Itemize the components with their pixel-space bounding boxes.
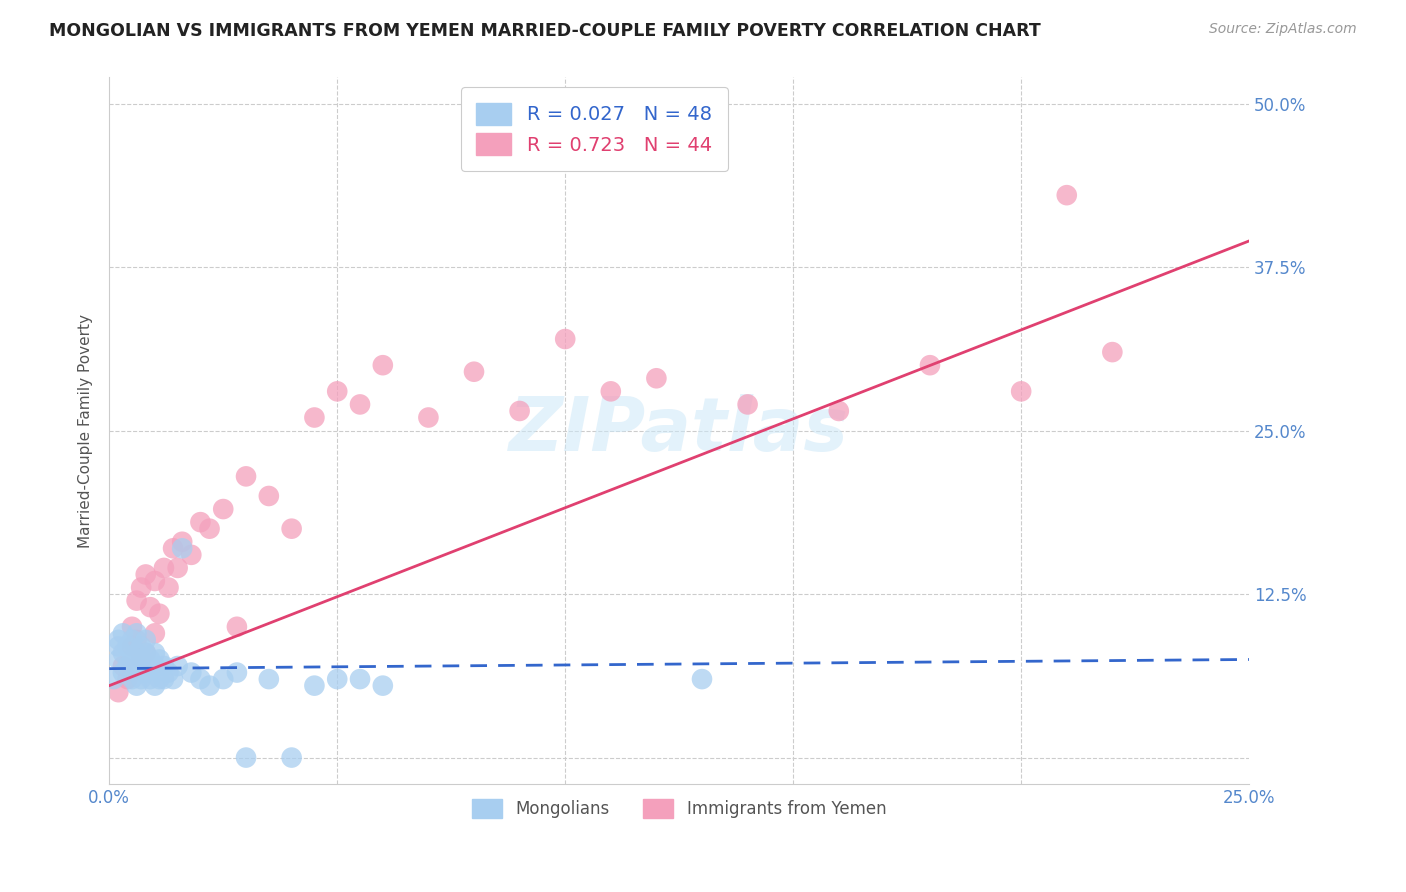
Point xyxy=(180,665,202,680)
Point xyxy=(143,659,166,673)
Point xyxy=(166,561,188,575)
Point xyxy=(125,593,148,607)
Point xyxy=(107,632,129,647)
Point xyxy=(418,410,440,425)
Point xyxy=(111,646,134,660)
Point xyxy=(117,640,139,654)
Point xyxy=(1101,345,1123,359)
Point xyxy=(371,679,394,693)
Point xyxy=(111,665,134,680)
Text: Source: ZipAtlas.com: Source: ZipAtlas.com xyxy=(1209,22,1357,37)
Point xyxy=(828,404,851,418)
Point xyxy=(129,581,152,595)
Point xyxy=(129,672,152,686)
Point xyxy=(107,685,129,699)
Point xyxy=(599,384,621,399)
Point xyxy=(257,489,280,503)
Point xyxy=(135,646,157,660)
Point xyxy=(153,561,176,575)
Point xyxy=(125,626,148,640)
Point xyxy=(190,515,212,529)
Point xyxy=(280,522,302,536)
Point xyxy=(121,652,143,666)
Point xyxy=(198,522,221,536)
Point xyxy=(153,659,176,673)
Point xyxy=(135,567,157,582)
Point xyxy=(645,371,668,385)
Y-axis label: Married-Couple Family Poverty: Married-Couple Family Poverty xyxy=(79,314,93,548)
Point xyxy=(304,679,326,693)
Legend: Mongolians, Immigrants from Yemen: Mongolians, Immigrants from Yemen xyxy=(465,792,893,825)
Point xyxy=(162,541,184,556)
Point xyxy=(172,541,194,556)
Point xyxy=(326,384,349,399)
Point xyxy=(162,672,184,686)
Point xyxy=(690,672,713,686)
Point xyxy=(117,659,139,673)
Text: MONGOLIAN VS IMMIGRANTS FROM YEMEN MARRIED-COUPLE FAMILY POVERTY CORRELATION CHA: MONGOLIAN VS IMMIGRANTS FROM YEMEN MARRI… xyxy=(49,22,1040,40)
Point xyxy=(509,404,531,418)
Point xyxy=(157,581,180,595)
Point xyxy=(463,365,485,379)
Point xyxy=(1010,384,1032,399)
Point xyxy=(1056,188,1078,202)
Point xyxy=(129,652,152,666)
Point xyxy=(125,659,148,673)
Point xyxy=(135,665,157,680)
Point xyxy=(111,626,134,640)
Point xyxy=(280,750,302,764)
Point xyxy=(107,652,129,666)
Point xyxy=(107,640,129,654)
Point xyxy=(139,652,162,666)
Point xyxy=(121,632,143,647)
Point xyxy=(371,358,394,372)
Point xyxy=(143,679,166,693)
Text: ZIPatlas: ZIPatlas xyxy=(509,394,849,467)
Point xyxy=(554,332,576,346)
Point xyxy=(212,502,235,516)
Point xyxy=(139,672,162,686)
Point xyxy=(121,620,143,634)
Point xyxy=(148,607,170,621)
Point xyxy=(172,534,194,549)
Point xyxy=(153,672,176,686)
Point xyxy=(148,652,170,666)
Point xyxy=(117,672,139,686)
Point xyxy=(212,672,235,686)
Point xyxy=(148,672,170,686)
Point xyxy=(180,548,202,562)
Point xyxy=(198,679,221,693)
Point xyxy=(125,646,148,660)
Point xyxy=(257,672,280,686)
Point xyxy=(226,665,249,680)
Point xyxy=(166,659,188,673)
Point xyxy=(235,469,257,483)
Point xyxy=(143,626,166,640)
Point xyxy=(737,397,759,411)
Point xyxy=(121,672,143,686)
Point xyxy=(226,620,249,634)
Point xyxy=(103,672,125,686)
Point xyxy=(125,632,148,647)
Point xyxy=(190,672,212,686)
Point xyxy=(125,679,148,693)
Point xyxy=(326,672,349,686)
Point xyxy=(121,640,143,654)
Point xyxy=(135,646,157,660)
Point xyxy=(235,750,257,764)
Point xyxy=(143,574,166,588)
Point xyxy=(349,397,371,411)
Point xyxy=(139,600,162,615)
Point xyxy=(304,410,326,425)
Point xyxy=(111,659,134,673)
Point xyxy=(143,646,166,660)
Point xyxy=(157,665,180,680)
Point xyxy=(129,640,152,654)
Point xyxy=(135,632,157,647)
Point xyxy=(129,652,152,666)
Point xyxy=(349,672,371,686)
Point xyxy=(918,358,941,372)
